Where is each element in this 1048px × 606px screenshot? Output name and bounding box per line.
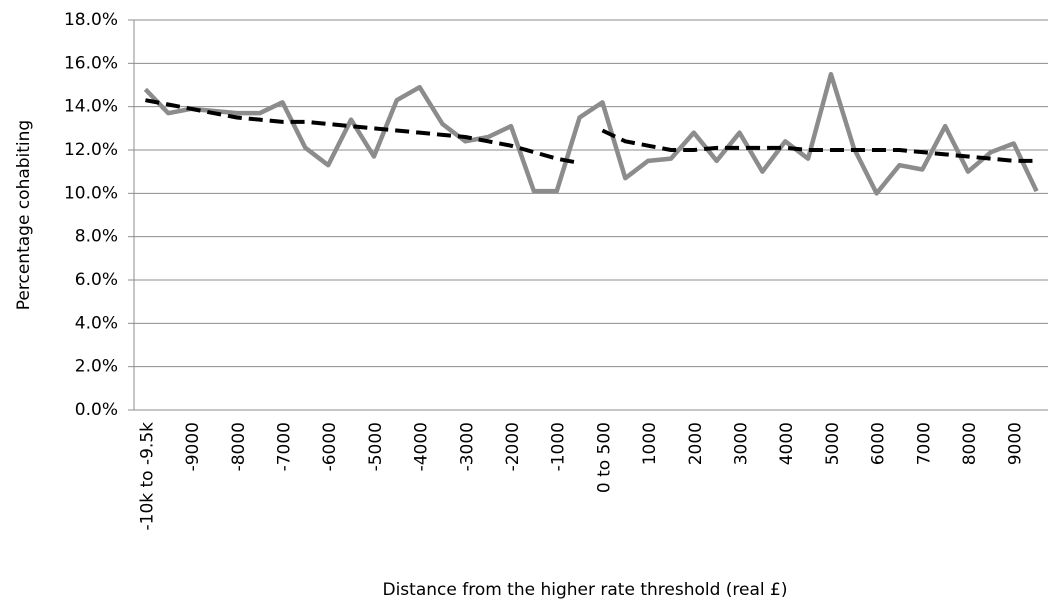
x-tick-label: 7000 [914,422,934,465]
trend-line [601,128,1037,163]
y-tick-label: 16.0% [64,53,118,73]
x-tick-label: -7000 [275,422,295,471]
x-tick-label: 2000 [686,422,706,465]
y-tick-label: 0.0% [75,400,118,420]
x-tick-label: 6000 [869,422,889,465]
x-axis-title: Distance from the higher rate threshold … [382,580,787,600]
y-axis-title: Percentage cohabiting [14,120,34,310]
data-line [143,71,1039,196]
x-tick-label: 3000 [732,422,752,465]
x-tick-label: 8000 [960,422,980,465]
x-tick-label: 5000 [823,422,843,465]
y-tick-label: 4.0% [75,313,118,333]
x-tick-label: -9000 [183,422,203,471]
x-tick-label: -6000 [320,422,340,471]
y-tick-label: 14.0% [64,97,118,117]
x-tick-label: 0 to 500 [594,422,614,493]
x-tick-label: 9000 [1006,422,1026,465]
y-tick-label: 18.0% [64,10,118,30]
x-tick-label: -1000 [549,422,569,471]
y-tick-label: 6.0% [75,270,118,290]
x-tick-label: -4000 [412,422,432,471]
trend-line [145,98,580,165]
y-tick-label: 12.0% [64,140,118,160]
y-tick-label: 8.0% [75,227,118,247]
x-tick-label: 4000 [777,422,797,465]
x-tick-label: -5000 [366,422,386,471]
x-tick-label: 1000 [640,422,660,465]
y-tick-label: 10.0% [64,183,118,203]
y-tick-label: 2.0% [75,357,118,377]
x-tick-label: -8000 [229,422,249,471]
x-tick-label: -3000 [457,422,477,471]
x-tick-label: -2000 [503,422,523,471]
x-tick-label: -10k to -9.5k [137,422,157,531]
